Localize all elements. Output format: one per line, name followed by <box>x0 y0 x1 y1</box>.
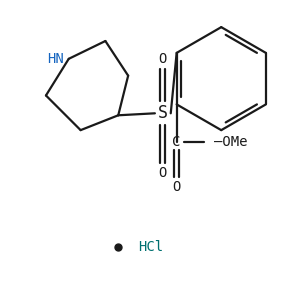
Text: O: O <box>173 179 181 194</box>
Text: O: O <box>159 166 167 180</box>
Text: HN: HN <box>47 52 64 66</box>
Text: —OMe: —OMe <box>214 135 248 149</box>
Text: C: C <box>173 135 181 149</box>
Text: HCl: HCl <box>138 240 163 254</box>
Text: S: S <box>158 104 168 122</box>
Text: O: O <box>159 52 167 66</box>
